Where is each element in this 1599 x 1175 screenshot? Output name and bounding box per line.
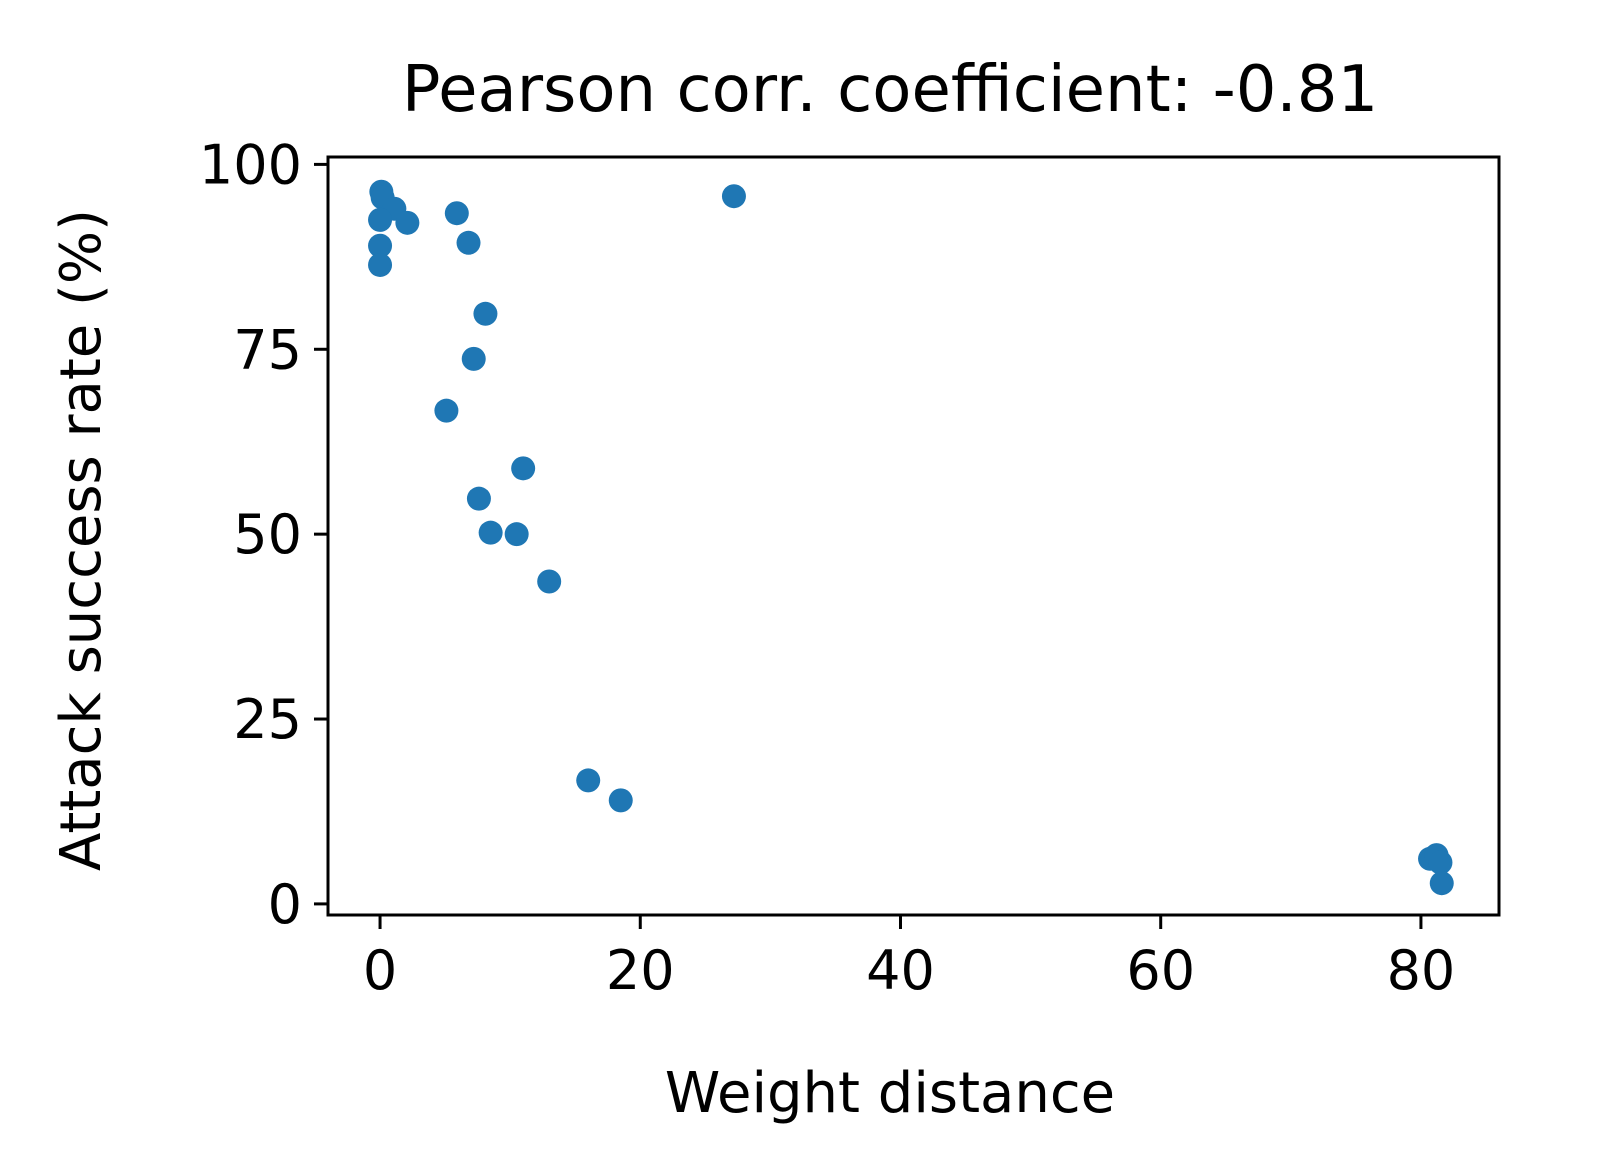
x-axis-ticks: 0 20 40 60 80 <box>363 915 1455 1002</box>
data-point <box>434 398 459 423</box>
data-point <box>504 522 529 547</box>
data-point <box>456 230 481 255</box>
x-tick-label: 0 <box>363 939 397 1002</box>
data-point <box>576 768 601 793</box>
data-point <box>473 301 498 326</box>
data-point <box>608 788 633 813</box>
y-tick-label: 0 <box>268 873 302 936</box>
y-tick-label: 75 <box>233 318 302 381</box>
plot-area-frame <box>326 155 1501 917</box>
data-point <box>537 569 562 594</box>
data-point <box>721 184 746 209</box>
y-tick-label: 25 <box>233 688 302 751</box>
scatter-points <box>368 179 1454 896</box>
y-axis-label: Attack success rate (%) <box>49 209 114 871</box>
x-tick-label: 60 <box>1126 939 1195 1002</box>
x-tick-label: 80 <box>1387 939 1456 1002</box>
x-tick-label: 20 <box>606 939 675 1002</box>
y-tick-label: 50 <box>233 503 302 566</box>
data-point <box>1428 850 1453 875</box>
data-point <box>466 486 491 511</box>
y-tick-label: 100 <box>199 133 302 196</box>
x-tick-label: 40 <box>866 939 935 1002</box>
x-axis-label: Weight distance <box>665 1061 1115 1126</box>
data-point <box>368 252 393 277</box>
data-point <box>368 233 393 258</box>
data-point <box>444 201 469 226</box>
data-point <box>368 207 393 232</box>
data-point <box>461 346 486 371</box>
y-axis-ticks: 0 25 50 75 100 <box>199 133 328 936</box>
data-point <box>511 456 536 481</box>
chart-title: Pearson corr. coefficient: -0.81 <box>402 53 1378 127</box>
data-point <box>478 520 503 545</box>
data-point <box>1429 871 1454 896</box>
data-point <box>395 210 420 235</box>
